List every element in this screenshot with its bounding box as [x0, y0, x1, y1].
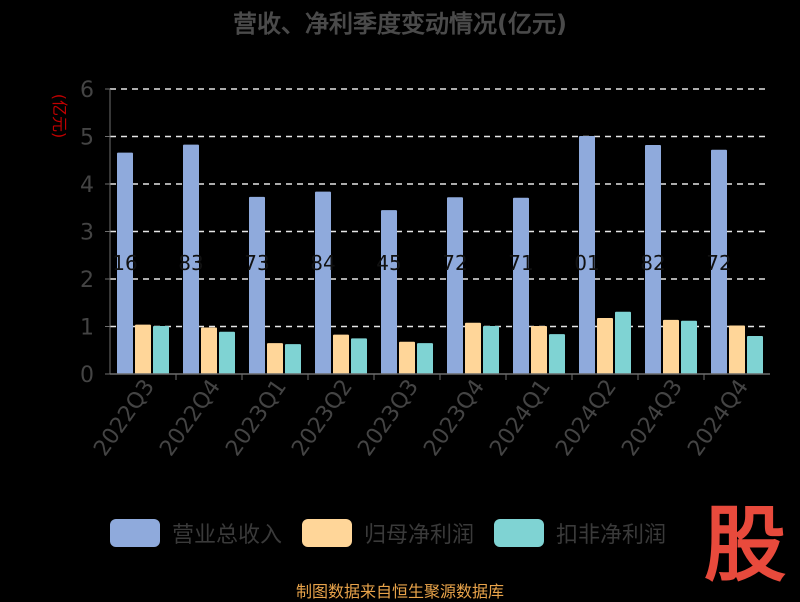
bar-series-2[interactable]: [747, 336, 763, 374]
legend-label-deducted-profit: 扣非净利润: [556, 523, 667, 548]
bar-series-1[interactable]: [663, 319, 679, 374]
bar-series-1[interactable]: [135, 324, 151, 374]
x-tick-label: 2024Q4: [683, 375, 754, 461]
bar-series-2[interactable]: [153, 326, 169, 374]
bar-series-1[interactable]: [465, 322, 481, 374]
legend-item-deducted-profit[interactable]: 扣非净利润: [494, 517, 666, 549]
bar-series-1[interactable]: [201, 327, 217, 374]
data-label: 72: [442, 251, 467, 275]
x-tick-label: 2024Q3: [617, 375, 688, 461]
legend-swatch-deducted-profit: [494, 519, 545, 547]
data-label: 71: [508, 251, 533, 275]
bar-series-1[interactable]: [399, 341, 415, 374]
data-label: 16: [112, 251, 137, 275]
x-tick-label: 2023Q2: [287, 375, 358, 461]
bar-series-1[interactable]: [729, 325, 745, 374]
y-tick-label: 6: [80, 78, 94, 103]
bar-series-0[interactable]: [381, 210, 397, 374]
data-label: 45: [376, 251, 401, 275]
x-tick-label: 2023Q4: [419, 375, 490, 461]
legend-swatch-net-profit: [302, 519, 353, 547]
brand-logo: 股: [703, 497, 786, 593]
x-tick-label: 2024Q1: [485, 375, 556, 461]
bar-series-0[interactable]: [711, 149, 727, 374]
bar-series-0[interactable]: [249, 196, 265, 374]
x-tick-label: 2023Q1: [221, 375, 292, 461]
x-tick-label: 2022Q3: [89, 375, 160, 461]
y-axis-label: (亿元): [50, 94, 69, 139]
bar-series-0[interactable]: [447, 197, 463, 374]
data-label: 73: [244, 251, 269, 275]
bar-series-1[interactable]: [597, 317, 613, 374]
bar-series-2[interactable]: [615, 311, 631, 374]
legend-item-net-profit[interactable]: 归母净利润: [302, 517, 474, 549]
bar-series-0[interactable]: [513, 197, 529, 374]
bar-series-2[interactable]: [285, 344, 301, 374]
data-label: 82: [640, 251, 665, 275]
data-label: 72: [706, 251, 731, 275]
y-tick-label: 2: [80, 268, 94, 293]
y-tick-label: 0: [80, 363, 94, 388]
data-label: 84: [310, 251, 335, 275]
x-tick-label: 2023Q3: [353, 375, 424, 461]
bar-series-1[interactable]: [333, 334, 349, 374]
y-tick-label: 5: [80, 126, 94, 151]
bar-series-2[interactable]: [681, 320, 697, 374]
bar-series-0[interactable]: [315, 191, 331, 374]
data-source-note: 制图数据来自恒生聚源数据库: [295, 582, 504, 601]
bar-series-1[interactable]: [267, 343, 283, 374]
bar-series-1[interactable]: [531, 326, 547, 374]
bar-series-0[interactable]: [117, 152, 133, 374]
bars: 16 83 73 84 45 72 71 01 82 72: [112, 136, 763, 374]
legend-label-revenue: 营业总收入: [172, 523, 283, 548]
bar-series-2[interactable]: [483, 326, 499, 374]
legend-item-revenue[interactable]: 营业总收入: [110, 517, 282, 549]
data-label: 01: [574, 251, 599, 275]
y-tick-label: 1: [80, 316, 94, 341]
bar-series-2[interactable]: [351, 338, 367, 374]
legend-swatch-revenue: [110, 519, 160, 547]
grid-lines: [110, 88, 770, 328]
y-tick-label: 4: [80, 173, 94, 198]
legend-label-net-profit: 归母净利润: [364, 523, 475, 548]
data-label: 83: [178, 251, 203, 275]
x-tick-label: 2022Q4: [155, 375, 226, 461]
bar-series-2[interactable]: [417, 343, 433, 374]
bar-series-0[interactable]: [645, 145, 661, 374]
bar-series-0[interactable]: [579, 136, 595, 374]
bar-series-0[interactable]: [183, 144, 199, 374]
bar-series-2[interactable]: [219, 331, 235, 374]
y-tick-label: 3: [80, 221, 94, 246]
bar-series-2[interactable]: [549, 334, 565, 374]
x-tick-label: 2024Q2: [551, 375, 622, 461]
legend: 营业总收入 归母净利润 扣非净利润: [110, 517, 686, 549]
chart-title: 营收、净利季度变动情况(亿元): [233, 10, 567, 38]
